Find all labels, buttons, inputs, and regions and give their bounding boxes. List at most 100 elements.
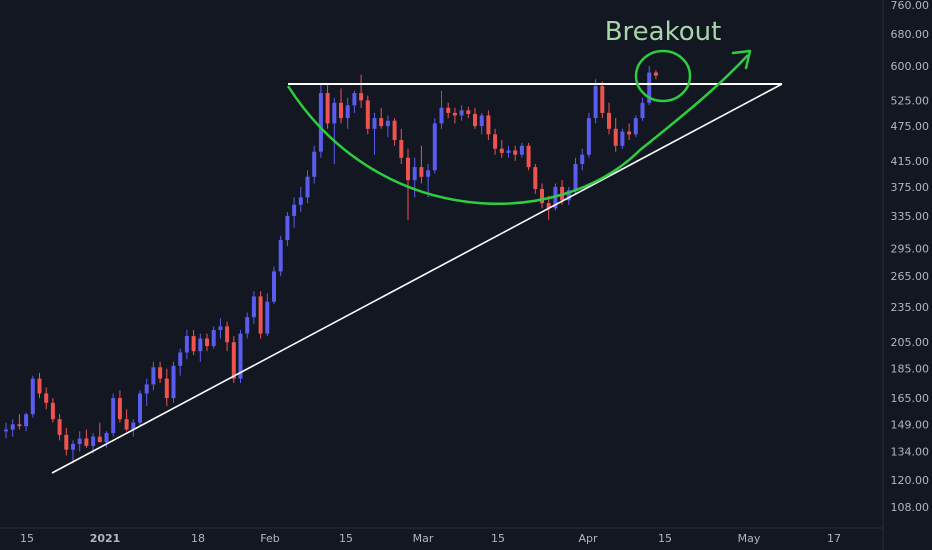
candle-body: [653, 72, 658, 76]
candle-body: [184, 336, 189, 353]
candle-body: [205, 338, 209, 347]
candle-body: [526, 145, 531, 168]
y-tick-label: 120.00: [891, 474, 930, 487]
candles-layer: [4, 66, 658, 464]
x-tick-label: 17: [827, 532, 841, 545]
candle-body: [245, 317, 250, 334]
candle-body: [493, 134, 498, 149]
candle-body: [627, 131, 632, 135]
candle-body: [332, 102, 337, 124]
candle-body: [158, 367, 163, 379]
candle-body: [580, 154, 585, 164]
y-tick-label: 680.00: [891, 28, 930, 41]
y-tick-label: 600.00: [891, 60, 930, 73]
candle-body: [97, 436, 102, 443]
rising-trendline: [51, 83, 783, 474]
candle-body: [607, 112, 611, 129]
candle-body: [164, 378, 169, 399]
y-tick-label: 375.00: [891, 181, 930, 194]
candle-body: [519, 145, 524, 155]
x-tick-label: May: [738, 532, 761, 545]
y-tick-label: 760.00: [891, 0, 930, 12]
candle-body: [171, 365, 176, 399]
candle-body: [44, 393, 49, 403]
candle-body: [265, 301, 270, 334]
candle-body: [24, 414, 29, 427]
candle-body: [211, 329, 216, 347]
candle-body: [191, 336, 196, 352]
y-tick-label: 185.00: [891, 363, 930, 376]
candle-body: [77, 438, 82, 445]
candle-body: [466, 110, 471, 114]
candle-body: [439, 107, 444, 124]
candle-body: [251, 296, 256, 318]
candle-body: [117, 398, 122, 420]
candle-body: [4, 429, 8, 432]
breakout-circle: [634, 49, 692, 103]
candle-body: [540, 188, 544, 204]
breakout-label: Breakout: [605, 17, 722, 47]
candle-body: [151, 367, 156, 385]
candle-body: [412, 167, 417, 181]
candle-body: [198, 338, 203, 352]
candle-body: [352, 93, 357, 106]
candle-body: [459, 110, 464, 116]
candle-body: [131, 422, 136, 430]
candle-body: [37, 378, 42, 394]
candle-body: [325, 93, 330, 124]
y-tick-label: 295.00: [891, 243, 930, 256]
candle-body: [365, 100, 370, 129]
y-tick-label: 165.00: [891, 392, 930, 405]
x-tick-label: 18: [191, 532, 205, 545]
candle-body: [372, 118, 377, 129]
candle-body: [573, 163, 578, 191]
overlay-layer: [51, 49, 783, 474]
candle-body: [292, 204, 297, 216]
candle-body: [339, 102, 343, 119]
candle-body: [50, 402, 55, 420]
y-tick-label: 415.00: [891, 155, 930, 168]
candle-body: [312, 151, 317, 177]
candle-body: [138, 393, 142, 423]
candle-body: [419, 167, 424, 177]
candle-body: [392, 120, 397, 141]
candle-body: [345, 105, 350, 119]
candle-body: [406, 157, 410, 181]
x-tick-label: Mar: [413, 532, 434, 545]
candle-body: [633, 118, 638, 135]
x-tick-label: 15: [339, 532, 353, 545]
candle-body: [452, 112, 457, 116]
candle-body: [399, 140, 404, 158]
y-tick-label: 475.00: [891, 120, 930, 133]
candle-body: [124, 419, 129, 430]
candle-body: [218, 326, 223, 330]
candle-body: [111, 398, 116, 434]
breakout-arrowhead: [731, 49, 752, 70]
candle-body: [17, 424, 22, 427]
candle-body: [379, 118, 384, 127]
candle-body: [91, 436, 96, 446]
candle-body: [57, 419, 62, 435]
y-axis: 760.00 680.00 600.00 525.00 475.00 415.00 375.…: [882, 0, 930, 550]
candle-body: [318, 93, 323, 152]
x-tick-label: Apr: [578, 532, 598, 545]
y-tick-label: 235.00: [891, 301, 930, 314]
candle-body: [305, 176, 310, 198]
candle-body: [640, 102, 645, 119]
candle-body: [446, 107, 451, 113]
candle-body: [473, 113, 477, 127]
candle-body: [566, 190, 571, 201]
candle-body: [278, 240, 283, 272]
candle-body: [71, 444, 75, 450]
candle-body: [225, 326, 230, 343]
candle-body: [10, 424, 15, 430]
candle-body: [593, 86, 598, 119]
x-tick-label: 2021: [90, 532, 121, 545]
y-tick-label: 525.00: [891, 94, 930, 107]
candle-body: [30, 378, 35, 415]
annotation-layer: Breakout: [605, 17, 722, 47]
y-tick-label: 108.00: [891, 501, 930, 514]
candle-body: [613, 128, 618, 146]
